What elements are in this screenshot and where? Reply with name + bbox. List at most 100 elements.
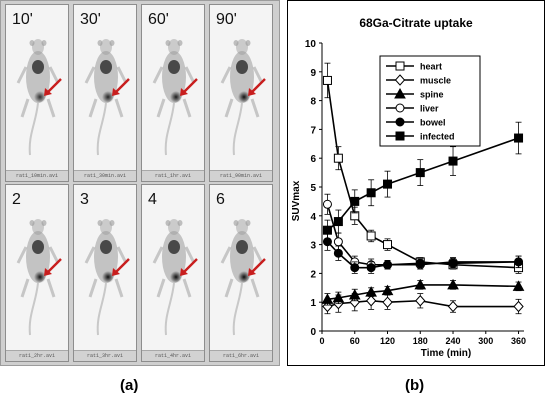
infection-arrow-icon xyxy=(248,258,266,276)
data-point-heart xyxy=(366,231,376,241)
data-point-bowel xyxy=(350,263,360,273)
infection-arrow-icon xyxy=(180,258,198,276)
scan-image: 3 rat1_3hr.avi xyxy=(73,184,137,362)
scan-filename: rat1_4hr.avi xyxy=(142,350,204,361)
infection-arrow-icon xyxy=(112,258,130,276)
y-tick-label: 8 xyxy=(310,97,316,108)
y-tick-label: 5 xyxy=(310,183,316,194)
y-tick-label: 9 xyxy=(310,68,316,79)
data-point-muscle xyxy=(415,295,426,307)
scan-image: 4 rat1_4hr.avi xyxy=(141,184,205,362)
y-axis-label: SUVmax xyxy=(291,180,302,221)
legend-label: muscle xyxy=(420,76,451,86)
y-tick-label: 6 xyxy=(310,154,316,165)
rat-scan-silhouette xyxy=(84,219,130,336)
x-tick-label: 60 xyxy=(350,336,360,346)
data-point-liver xyxy=(322,199,332,209)
y-tick-label: 7 xyxy=(310,125,316,136)
scan-filename: rat1_90min.avi xyxy=(210,170,272,181)
scan-time-label: 10' xyxy=(12,11,33,28)
rat-scan-silhouette xyxy=(220,219,266,336)
scan-image: 6 rat1_6hr.avi xyxy=(209,184,273,362)
data-point-bowel xyxy=(383,260,393,270)
rat-scan-silhouette xyxy=(152,219,198,336)
data-point-bowel xyxy=(333,248,343,258)
data-point-muscle xyxy=(447,300,459,313)
legend-marker-spine xyxy=(394,87,406,99)
data-point-spine xyxy=(348,288,361,300)
legend-label: heart xyxy=(420,62,442,72)
chart-title: 68Ga-Citrate uptake xyxy=(359,16,473,30)
y-tick-label: 10 xyxy=(305,39,317,50)
data-point-heart xyxy=(322,75,332,85)
infection-arrow-icon xyxy=(112,78,130,96)
data-point-muscle xyxy=(382,296,393,308)
y-tick-label: 1 xyxy=(310,298,316,309)
rat-scan-silhouette xyxy=(16,219,62,336)
data-point-spine xyxy=(321,293,334,304)
data-point-infected xyxy=(448,156,458,166)
data-point-heart xyxy=(383,240,393,250)
scan-image: 2 rat1_2hr.avi xyxy=(5,184,69,362)
infection-arrow-icon xyxy=(180,78,198,96)
x-tick-label: 120 xyxy=(380,336,395,346)
scan-time-label: 3 xyxy=(80,191,89,208)
scan-filename: rat1_6hr.avi xyxy=(210,350,272,361)
scan-filename: rat1_30min.avi xyxy=(74,170,136,181)
data-point-spine xyxy=(414,278,427,290)
data-point-muscle xyxy=(349,296,360,308)
data-point-infected xyxy=(350,196,360,206)
data-point-bowel xyxy=(366,263,376,273)
y-tick-label: 4 xyxy=(310,212,316,223)
scan-filename: rat1_1hr.avi xyxy=(142,170,204,181)
data-point-spine xyxy=(447,278,459,290)
data-point-muscle xyxy=(365,295,377,307)
legend-box xyxy=(379,55,481,147)
scan-filename: rat1_3hr.avi xyxy=(74,350,136,361)
scan-time-label: 60' xyxy=(148,11,169,28)
scan-filename: rat1_2hr.avi xyxy=(6,350,68,361)
data-point-infected xyxy=(514,133,524,143)
legend-marker-muscle xyxy=(394,74,406,86)
scan-image: 60' rat1_1hr.avi xyxy=(141,4,205,182)
infection-arrow-icon xyxy=(248,78,266,96)
x-tick-label: 360 xyxy=(511,336,526,346)
y-tick-label: 0 xyxy=(310,327,316,338)
data-point-liver xyxy=(333,237,343,247)
scan-time-label: 2 xyxy=(12,191,21,208)
panel-a-label: (a) xyxy=(120,377,139,394)
legend-marker-bowel xyxy=(395,117,405,127)
y-tick-label: 3 xyxy=(310,241,316,252)
x-tick-label: 180 xyxy=(413,336,428,346)
y-tick-label: 2 xyxy=(310,269,316,280)
legend-marker-heart xyxy=(395,61,405,71)
data-point-spine xyxy=(365,286,377,297)
data-point-infected xyxy=(322,225,332,235)
legend-label: liver xyxy=(420,104,439,114)
data-point-infected xyxy=(333,217,343,227)
data-point-bowel xyxy=(448,258,458,268)
rat-scan-silhouette xyxy=(152,39,198,156)
rat-scan-silhouette xyxy=(16,39,62,156)
data-point-infected xyxy=(383,179,393,189)
scan-time-label: 90' xyxy=(216,11,237,28)
legend-label: infected xyxy=(420,132,455,142)
data-point-spine xyxy=(332,291,345,303)
legend-marker-liver xyxy=(395,103,405,113)
x-tick-label: 0 xyxy=(319,336,324,346)
data-point-infected xyxy=(415,168,425,178)
uptake-chart: 68Ga-Citrate uptake SUVmax Time (min) 0 1… xyxy=(291,16,526,359)
data-point-muscle xyxy=(513,300,524,313)
scan-time-label: 4 xyxy=(148,191,157,208)
chart-panel: 68Ga-Citrate uptake SUVmax Time (min) 0 1… xyxy=(287,0,545,366)
scan-time-label: 30' xyxy=(80,11,101,28)
data-point-infected xyxy=(366,188,376,198)
infection-arrow-icon xyxy=(44,258,62,276)
scan-image: 90' rat1_90min.avi xyxy=(209,4,273,182)
x-tick-label: 240 xyxy=(446,336,461,346)
data-point-spine xyxy=(381,284,394,296)
legend-label: bowel xyxy=(420,118,446,128)
scan-image: 10' rat1_10min.avi xyxy=(5,4,69,182)
scan-time-label: 6 xyxy=(216,191,225,208)
scan-filename: rat1_10min.avi xyxy=(6,170,68,181)
